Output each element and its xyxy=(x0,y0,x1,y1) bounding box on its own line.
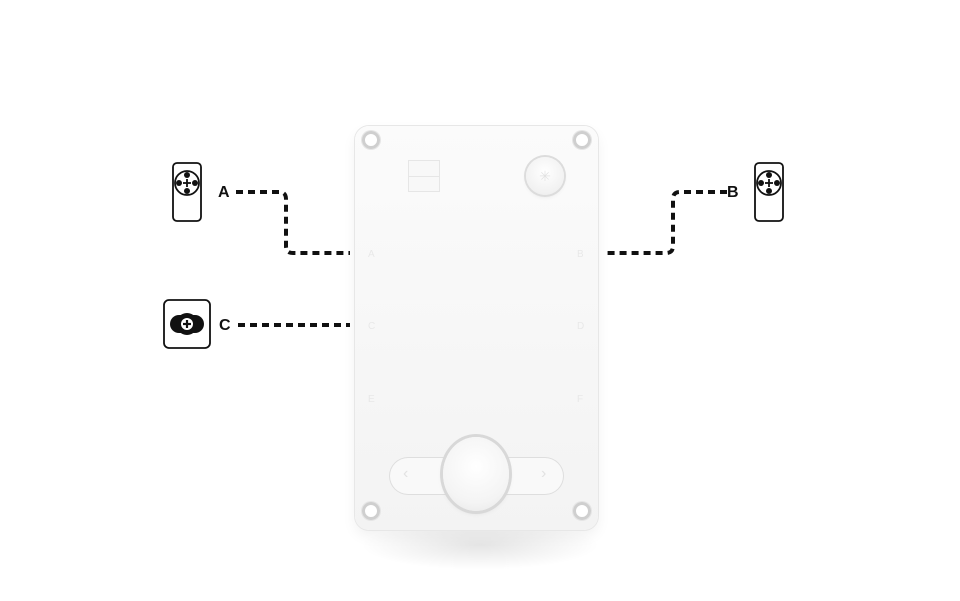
left-arrow-icon: ‹ xyxy=(403,465,409,482)
screw-hole-top-right xyxy=(573,131,591,149)
screw-hole-top-left xyxy=(362,131,380,149)
right-arrow-icon: › xyxy=(541,465,547,482)
bluetooth-icon: ✳ xyxy=(539,168,551,184)
device-b[interactable] xyxy=(754,162,784,222)
sensor-icon xyxy=(163,299,211,349)
hub-side-label-left-1: A xyxy=(368,249,375,260)
port-label-b: B xyxy=(727,184,739,201)
screw-hole-bottom-left xyxy=(362,502,380,520)
center-button[interactable] xyxy=(443,437,509,511)
hub-side-label-right-3: F xyxy=(577,394,584,405)
bluetooth-button[interactable]: ✳ xyxy=(526,157,564,195)
motor-icon xyxy=(172,162,202,222)
light-matrix-divider xyxy=(408,176,440,177)
right-button[interactable]: › xyxy=(513,461,559,491)
motor-icon xyxy=(754,162,784,222)
hub-side-label-left-3: E xyxy=(368,394,375,405)
device-a[interactable] xyxy=(172,162,202,222)
hub-side-label-right-2: D xyxy=(577,321,585,332)
line-a xyxy=(236,190,350,255)
left-button[interactable]: ‹ xyxy=(394,461,440,491)
screw-hole-bottom-right xyxy=(573,502,591,520)
hub-side-label-left-2: C xyxy=(368,321,376,332)
device-c[interactable] xyxy=(163,299,211,349)
port-label-a: A xyxy=(218,184,230,201)
hub-side-label-right-1: B xyxy=(577,249,584,260)
line-b xyxy=(606,190,727,255)
port-label-c: C xyxy=(219,317,231,334)
